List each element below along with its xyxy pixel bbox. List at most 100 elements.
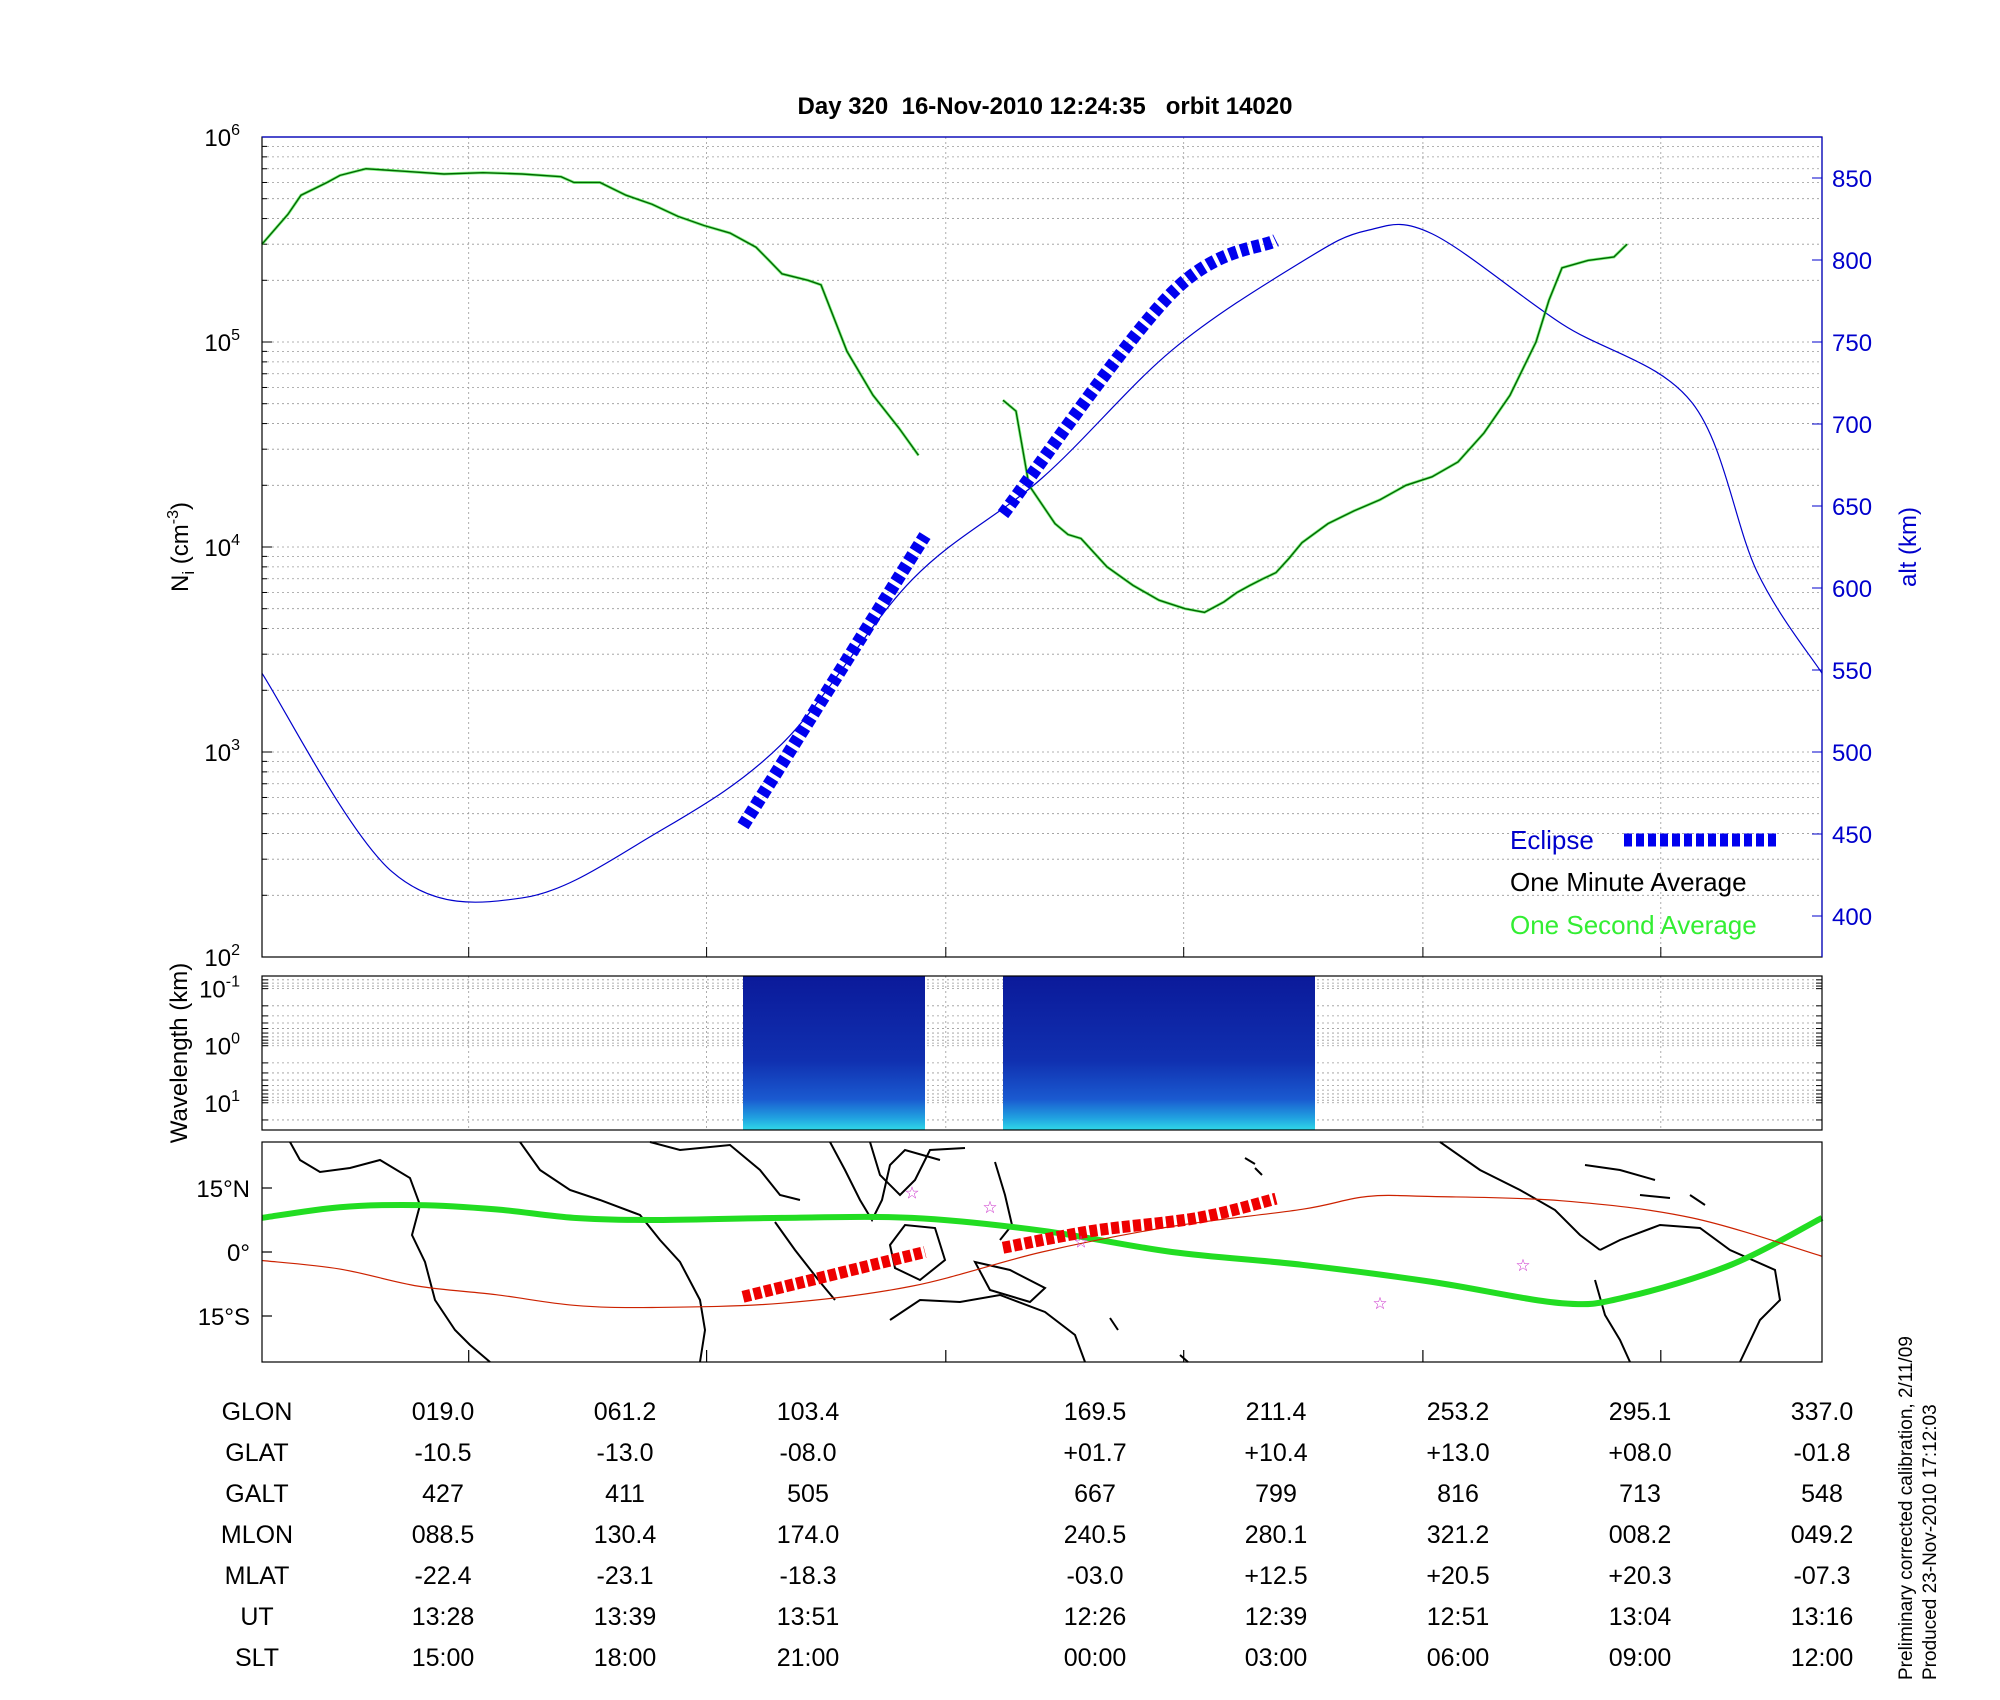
table-cell: -13.0 (597, 1439, 654, 1467)
table-row-label: MLON (221, 1521, 293, 1549)
altitude-tick-label: 600 (1832, 576, 1872, 603)
map-y-tick-label: 15°N (196, 1176, 250, 1203)
table-cell: +01.7 (1063, 1439, 1126, 1467)
altitude-tick-label: 850 (1832, 166, 1872, 193)
coastline-sumatra (774, 1221, 836, 1301)
map-panel: ☆ ☆ ☆ ☆ ☆ 15°N 0° 15°S (196, 1141, 1824, 1363)
spectrogram-block (743, 976, 925, 1130)
table-cell: -23.1 (597, 1562, 654, 1590)
table-cell: 253.2 (1427, 1398, 1490, 1426)
altitude-tick-label: 450 (1832, 822, 1872, 849)
density-y-ticks: 102 103 104 105 106 (204, 122, 240, 972)
table-cell: 21:00 (777, 1644, 840, 1672)
wavelength-y-ticks: 10-1 100 101 (199, 974, 240, 1118)
map-eclipse-markers (741, 1192, 1278, 1303)
table-cell: 816 (1437, 1480, 1479, 1508)
table-cell: 00:00 (1064, 1644, 1127, 1672)
altitude-line (261, 223, 1823, 903)
table-cell: 03:00 (1245, 1644, 1308, 1672)
table-cell: +20.3 (1608, 1562, 1671, 1590)
coastline-australia (889, 1293, 1086, 1363)
legend-one-second-label: One Second Average (1510, 910, 1757, 940)
table-cell: 13:51 (777, 1603, 840, 1631)
table-cell: 337.0 (1791, 1398, 1854, 1426)
table-cell: -07.3 (1794, 1562, 1851, 1590)
table-cell: 240.5 (1064, 1521, 1127, 1549)
one-second-average-line (1002, 243, 1629, 614)
table-cell: 13:28 (412, 1603, 475, 1631)
table-cell: 427 (422, 1480, 464, 1508)
coastline-pacific-islands (1109, 1157, 1263, 1363)
legend: Eclipse One Minute Average One Second Av… (1510, 825, 1776, 940)
density-line (260, 167, 1629, 614)
map-star-marker: ☆ (1515, 1256, 1530, 1275)
map-grid (262, 1187, 1662, 1362)
coastline-caribbean (1584, 1164, 1706, 1206)
table-cell: 06:00 (1427, 1644, 1490, 1672)
altitude-y-ticks: 400 450 500 550 600 650 700 750 800 850 (1812, 166, 1872, 931)
wavelength-y-tick-label: 101 (204, 1088, 240, 1118)
table-row-label: GLAT (225, 1439, 288, 1467)
table-cell: 321.2 (1427, 1521, 1490, 1549)
table-row-label: MLAT (225, 1562, 290, 1590)
table-cell: 667 (1074, 1480, 1116, 1508)
altitude-tick-label: 650 (1832, 494, 1872, 521)
table-cell: 18:00 (594, 1644, 657, 1672)
density-grid (262, 137, 1822, 958)
table-cell: 169.5 (1064, 1398, 1127, 1426)
table-cell: +12.5 (1244, 1562, 1307, 1590)
table-row-label: SLT (235, 1644, 279, 1672)
map-y-tick-label: 0° (227, 1240, 250, 1267)
legend-eclipse-label: Eclipse (1510, 825, 1594, 855)
map-y-tick-label: 15°S (198, 1304, 250, 1331)
altitude-tick-label: 700 (1832, 412, 1872, 439)
spectrogram-blocks (743, 976, 1315, 1130)
table-cell: +08.0 (1608, 1439, 1671, 1467)
map-frame (261, 1141, 1823, 1363)
altitude-tick-label: 500 (1832, 740, 1872, 767)
table-cell: 12:00 (1791, 1644, 1854, 1672)
coastline-south-america-west (1594, 1279, 1631, 1363)
coastline-india (829, 1141, 941, 1223)
table-cell: 411 (605, 1480, 645, 1508)
figure-title: Day 320 16-Nov-2010 12:24:35 orbit 14020 (798, 93, 1293, 120)
eclipse-marker-line (997, 234, 1279, 519)
table-cell: 061.2 (594, 1398, 657, 1426)
one-minute-average-line (261, 168, 920, 456)
wavelength-y-label: Wavelength (km) (166, 963, 193, 1144)
density-y-tick-label: 102 (204, 942, 240, 972)
table-cell: 12:51 (1427, 1603, 1490, 1631)
map-star-marker: ☆ (904, 1183, 919, 1202)
map-tracks (261, 1194, 1824, 1309)
table-cell: 13:04 (1609, 1603, 1672, 1631)
coastline-new-guinea (973, 1260, 1047, 1304)
table-cell: -18.3 (780, 1562, 837, 1590)
table-row-label: GLON (222, 1398, 293, 1426)
density-y-tick-label: 105 (204, 327, 240, 357)
map-star-marker: ☆ (1073, 1232, 1088, 1251)
table-cell: 008.2 (1609, 1521, 1672, 1549)
orbit-table: GLON 019.0 061.2 103.4 169.5 211.4 253.2 295.1 3… (221, 1398, 1853, 1672)
table-cell: 088.5 (412, 1521, 475, 1549)
table-cell: 019.0 (412, 1398, 475, 1426)
density-y-label: Ni (cm-3) (165, 502, 198, 592)
altitude-tick-label: 750 (1832, 330, 1872, 357)
map-eclipse-marker (1001, 1192, 1278, 1254)
track-line-red (261, 1194, 1823, 1309)
table-cell: 049.2 (1791, 1521, 1854, 1549)
table-cell: 130.4 (594, 1521, 657, 1549)
one-minute-average-line (1002, 243, 1628, 614)
coastlines (289, 1141, 1782, 1363)
wavelength-y-tick-label: 100 (204, 1031, 240, 1061)
coastline-arabia (649, 1141, 801, 1201)
table-cell: -22.4 (415, 1562, 472, 1590)
altitude-tick-label: 400 (1832, 904, 1872, 931)
table-cell: 295.1 (1609, 1398, 1672, 1426)
map-eclipse-marker (741, 1246, 927, 1303)
table-cell: 280.1 (1245, 1521, 1308, 1549)
table-cell: 713 (1619, 1480, 1661, 1508)
coastline-africa-east (519, 1141, 707, 1363)
table-cell: +13.0 (1426, 1439, 1489, 1467)
one-second-average-line (260, 167, 920, 457)
